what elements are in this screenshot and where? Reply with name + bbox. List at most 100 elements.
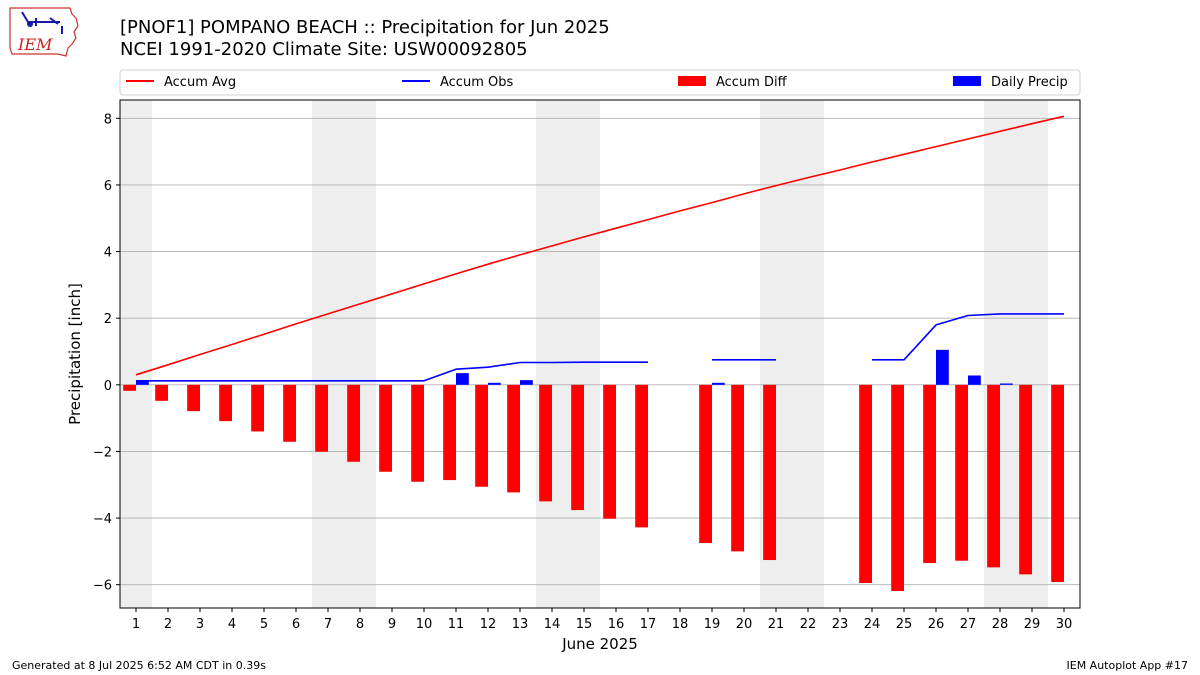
x-tick-label: 18: [672, 617, 689, 632]
x-tick-label: 24: [864, 617, 881, 632]
daily-precip-bar: [136, 380, 149, 385]
accum-diff-bar: [155, 384, 168, 401]
weekend-band-day-14: [536, 100, 568, 608]
grid-lines: [120, 117, 1080, 586]
accum-diff-bar: [891, 384, 904, 592]
daily-precip-bar: [1000, 383, 1013, 385]
daily-precip-bar: [488, 382, 501, 385]
logo-text: IEM: [17, 35, 53, 54]
x-tick-label: 20: [736, 617, 753, 632]
accum-diff-bar: [1051, 384, 1064, 583]
accum-diff-bar: [699, 384, 712, 544]
x-tick-label: 12: [480, 617, 497, 632]
x-tick-label: 14: [544, 617, 561, 632]
y-tick-label: −2: [93, 445, 112, 460]
x-tick-label: 7: [324, 617, 332, 632]
iem-logo: IEM: [9, 7, 79, 57]
x-tick-label: 3: [196, 617, 204, 632]
legend-swatch-accum-diff: [678, 76, 706, 86]
weekend-band-day-8: [344, 100, 376, 608]
legend-label-daily-precip: Daily Precip: [991, 75, 1068, 90]
accum-diff-bar: [1019, 384, 1032, 575]
x-tick-label: 9: [388, 617, 396, 632]
accum-diff-bar: [731, 384, 744, 552]
accum-diff-bar: [763, 384, 776, 561]
x-tick-label: 29: [1024, 617, 1041, 632]
daily-precip-bar: [712, 382, 725, 385]
y-tick-label: −4: [93, 512, 112, 527]
accum-diff-bar: [443, 384, 456, 481]
x-tick-label: 26: [928, 617, 945, 632]
x-tick-label: 27: [960, 617, 977, 632]
legend-label-accum-avg: Accum Avg: [164, 75, 236, 90]
weekend-band-day-15: [568, 100, 600, 608]
x-tick-label: 15: [576, 617, 593, 632]
x-tick-label: 16: [608, 617, 625, 632]
accum-diff-bar: [379, 384, 392, 472]
x-tick-label: 22: [800, 617, 817, 632]
x-tick-label: 1: [132, 617, 140, 632]
x-tick-label: 10: [416, 617, 433, 632]
accum-diff-bar: [251, 384, 264, 432]
legend-label-accum-diff: Accum Diff: [716, 75, 788, 90]
y-tick-label: 0: [104, 379, 112, 394]
x-tick-label: 5: [260, 617, 268, 632]
x-tick-label: 6: [292, 617, 300, 632]
accum-diff-bar: [955, 384, 968, 561]
accum-diff-bar: [283, 384, 296, 442]
accum-diff-bar: [507, 384, 520, 493]
x-tick-label: 30: [1056, 617, 1073, 632]
accum-diff-bar: [187, 384, 200, 412]
plot-frame: [119, 99, 1081, 609]
accum-diff-bar: [539, 384, 552, 502]
accum-diff-bar: [123, 384, 136, 391]
accum-diff-bar: [635, 384, 648, 528]
daily-precip-bar: [456, 373, 469, 385]
x-tick-label: 25: [896, 617, 913, 632]
y-axis-label: Precipitation [inch]: [66, 283, 84, 425]
legend-label-accum-obs: Accum Obs: [440, 75, 513, 90]
generated-timestamp: Generated at 8 Jul 2025 6:52 AM CDT in 0…: [12, 659, 266, 672]
weekend-band-day-22: [792, 100, 824, 608]
accum-avg-line: [135, 115, 1065, 376]
daily-precip-bar: [936, 349, 949, 385]
chart-title: [PNOF1] POMPANO BEACH :: Precipitation f…: [120, 17, 610, 38]
x-tick-label: 11: [448, 617, 465, 632]
x-tick-label: 8: [356, 617, 364, 632]
accum-diff-bar: [347, 384, 360, 462]
accum-diff-bar: [571, 384, 584, 511]
accum-diff-bar: [219, 384, 232, 422]
accum-obs-line: [136, 361, 648, 382]
accum-diff-bar: [411, 384, 424, 482]
chart-subtitle: NCEI 1991-2020 Climate Site: USW00092805: [120, 39, 528, 60]
lines: [135, 115, 1065, 382]
y-tick-label: 8: [104, 112, 112, 127]
y-tick-label: −6: [93, 579, 112, 594]
weekend-band-day-1: [120, 100, 152, 608]
accum-obs-line: [872, 313, 1064, 361]
legend: Accum Avg Accum Obs Accum Diff Daily Pre…: [119, 69, 1081, 96]
x-tick-label: 23: [832, 617, 849, 632]
x-tick-label: 13: [512, 617, 529, 632]
weekend-band-day-7: [312, 100, 344, 608]
accum-diff-bar: [923, 384, 936, 564]
y-tick-label: 4: [104, 246, 112, 261]
legend-swatch-daily-precip: [953, 76, 981, 86]
y-tick-label: 2: [104, 312, 112, 327]
bars: [123, 349, 1064, 592]
x-tick-label: 28: [992, 617, 1009, 632]
accum-diff-bar: [475, 384, 488, 487]
x-tick-label: 21: [768, 617, 785, 632]
app-credit: IEM Autoplot App #17: [1066, 659, 1189, 672]
x-tick-label: 17: [640, 617, 657, 632]
daily-precip-bar: [968, 375, 981, 385]
x-tick-label: 19: [704, 617, 721, 632]
x-axis-label: June 2025: [561, 635, 638, 653]
daily-precip-bar: [520, 380, 533, 385]
y-tick-label: 6: [104, 179, 112, 194]
legend-frame: [119, 69, 1081, 96]
x-tick-label: 2: [164, 617, 172, 632]
accum-diff-bar: [987, 384, 1000, 568]
